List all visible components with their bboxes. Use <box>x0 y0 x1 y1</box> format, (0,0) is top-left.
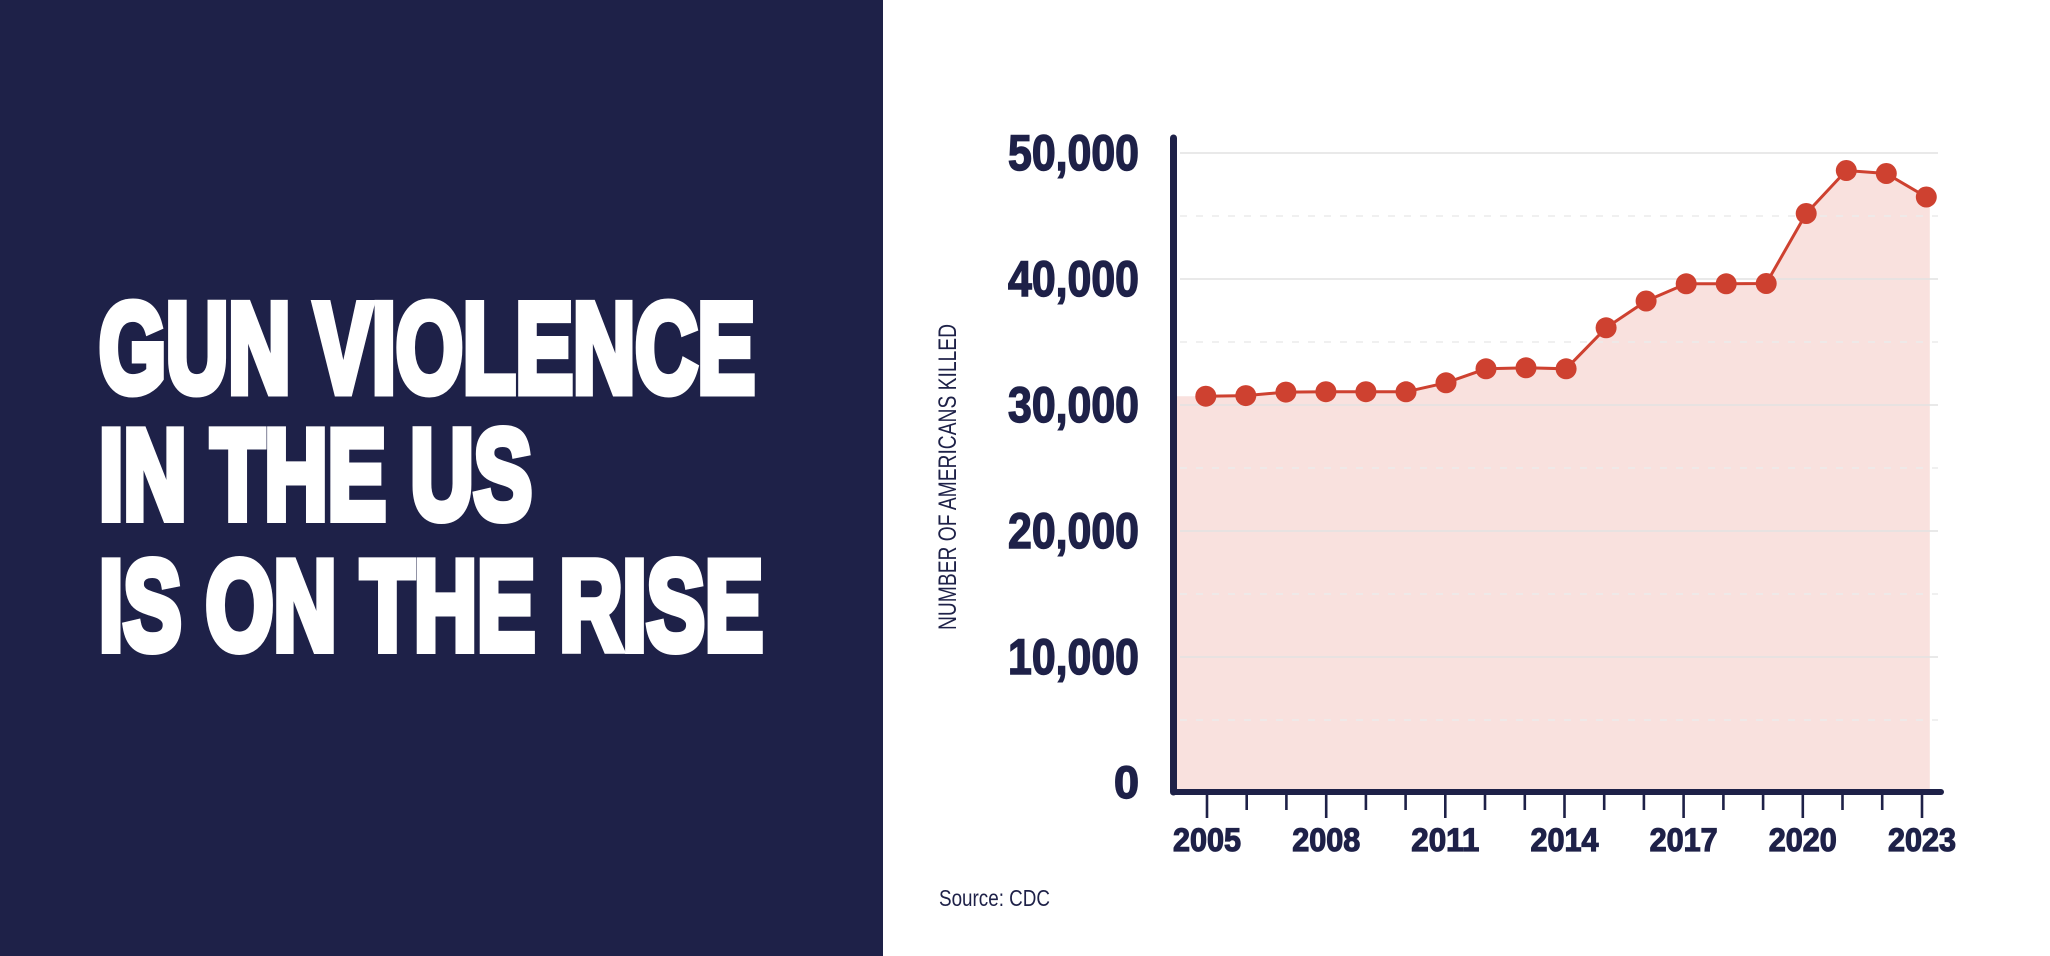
svg-text:2017: 2017 <box>1650 822 1718 858</box>
svg-text:10,000: 10,000 <box>1008 629 1139 685</box>
svg-text:IN THE US: IN THE US <box>99 404 532 546</box>
svg-text:2020: 2020 <box>1769 822 1837 858</box>
svg-text:2011: 2011 <box>1411 822 1479 858</box>
svg-text:30,000: 30,000 <box>1008 377 1139 433</box>
svg-text:50,000: 50,000 <box>1008 125 1139 181</box>
svg-text:2008: 2008 <box>1292 822 1360 858</box>
svg-text:Source: CDC: Source: CDC <box>939 885 1050 911</box>
svg-text:NUMBER OF AMERICANS KILLED: NUMBER OF AMERICANS KILLED <box>934 324 962 630</box>
svg-text:GUN VIOLENCE: GUN VIOLENCE <box>99 277 755 419</box>
svg-text:2023: 2023 <box>1888 822 1956 858</box>
svg-text:2005: 2005 <box>1173 822 1241 858</box>
svg-text:20,000: 20,000 <box>1008 503 1139 559</box>
svg-text:IS ON THE RISE: IS ON THE RISE <box>99 535 763 677</box>
svg-text:0: 0 <box>1114 757 1139 808</box>
svg-text:40,000: 40,000 <box>1008 251 1139 307</box>
svg-text:2014: 2014 <box>1531 822 1599 858</box>
